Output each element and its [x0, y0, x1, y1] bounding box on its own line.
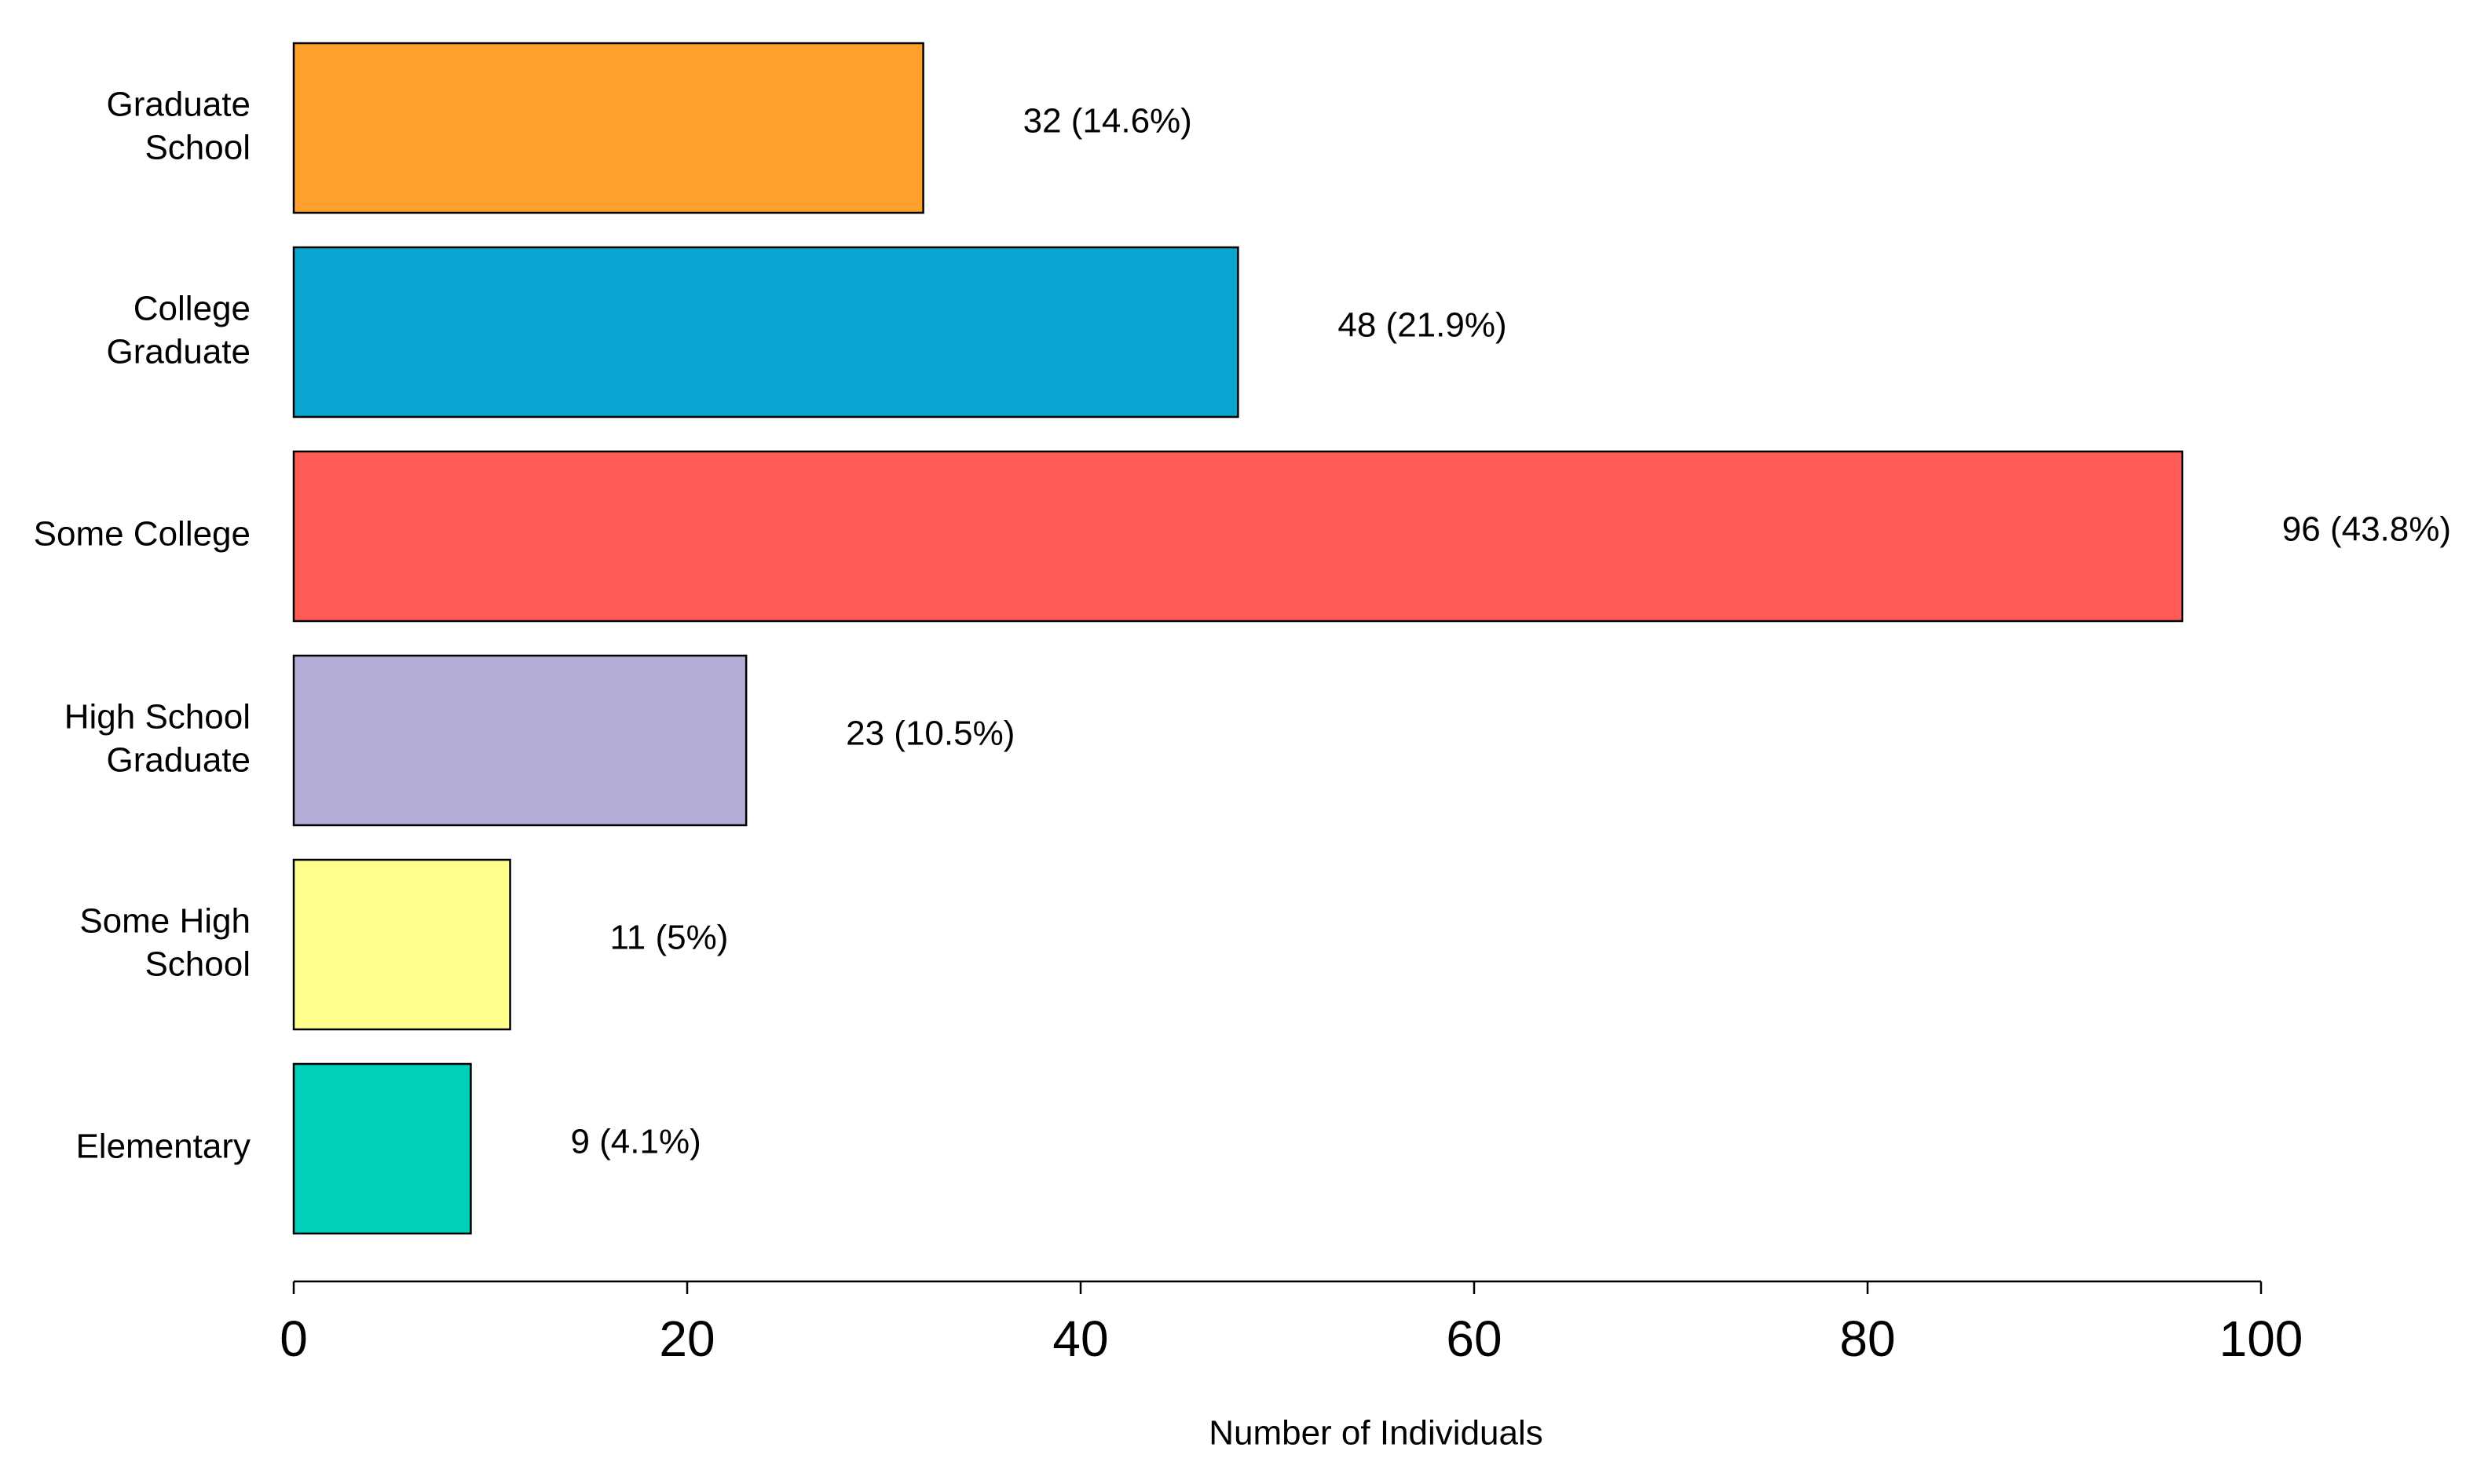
x-tick-label: 60: [1446, 1310, 1502, 1367]
category-label: High School Graduate: [64, 697, 251, 779]
bar: [292, 42, 924, 214]
category-label: Some High School: [79, 901, 251, 983]
value-label: 23 (10.5%): [846, 715, 1015, 753]
bar: [292, 450, 2184, 623]
bar: [292, 246, 1239, 419]
x-tick-label: 40: [1052, 1310, 1108, 1367]
category-label: Graduate School: [107, 85, 251, 166]
x-tick-label: 80: [1839, 1310, 1895, 1367]
category-label: College Graduate: [107, 289, 251, 371]
value-label: 48 (21.9%): [1337, 306, 1506, 345]
category-label: Elementary: [75, 1128, 251, 1166]
bar: [292, 1062, 472, 1235]
value-label: 96 (43.8%): [2282, 510, 2451, 549]
value-label: 9 (4.1%): [570, 1123, 701, 1161]
x-tick-label: 0: [280, 1310, 308, 1367]
x-tick-label: 20: [659, 1310, 715, 1367]
x-tick-label: 100: [2219, 1310, 2303, 1367]
bar: [292, 858, 511, 1031]
value-label: 11 (5%): [610, 919, 729, 957]
value-label: 32 (14.6%): [1023, 102, 1192, 141]
category-label: Some College: [34, 515, 251, 554]
x-axis-label: Number of Individuals: [1209, 1414, 1543, 1453]
bar: [292, 654, 748, 827]
